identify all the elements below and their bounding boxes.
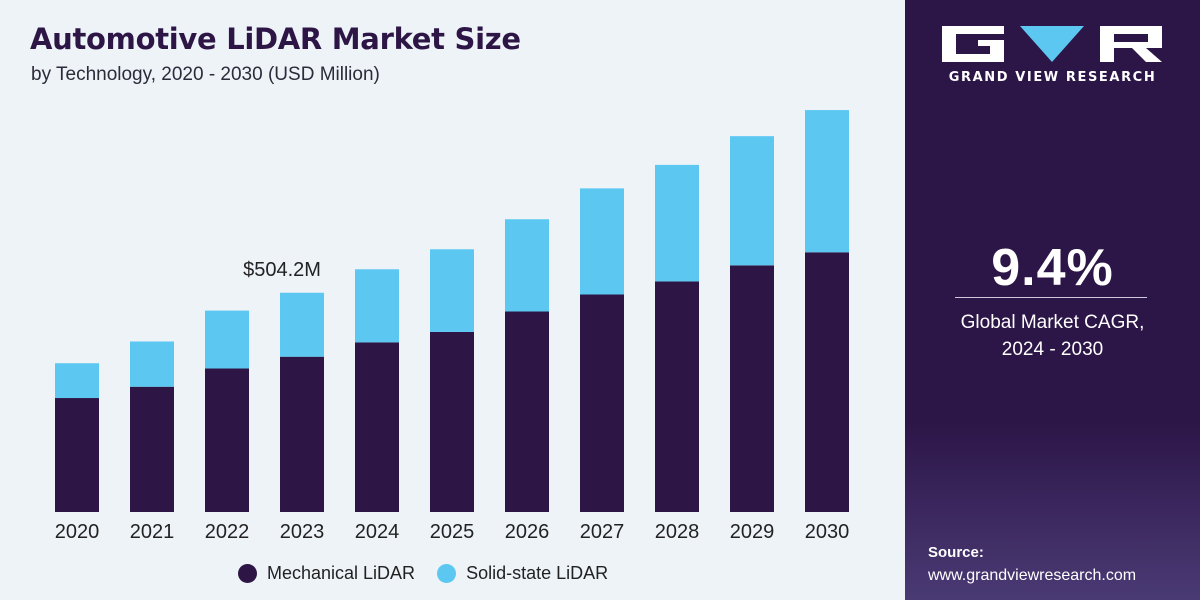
bar-mechanical-2029 (730, 265, 774, 512)
x-tick-label-2027: 2027 (580, 521, 625, 543)
legend-label-solid-state: Solid-state LiDAR (466, 563, 609, 583)
x-tick-label-2028: 2028 (655, 521, 700, 543)
x-tick-label-2023: 2023 (280, 521, 325, 543)
bar-solid-state-2029 (730, 136, 774, 266)
bar-solid-state-2024 (355, 269, 399, 343)
bar-mechanical-2022 (205, 368, 249, 512)
bar-mechanical-2021 (130, 386, 174, 512)
x-tick-label-2030: 2030 (805, 521, 850, 543)
chart-legend: Mechanical LiDAR Solid-state LiDAR (238, 563, 608, 584)
x-tick-label-2024: 2024 (355, 521, 400, 543)
x-tick-label-2020: 2020 (55, 521, 100, 543)
legend-swatch-solid-state (437, 564, 457, 583)
bar-solid-state-2028 (655, 164, 699, 282)
bar-solid-state-2026 (505, 219, 549, 312)
bar-mechanical-2020 (55, 398, 99, 512)
sidebar-panel: GRAND VIEW RESEARCH 9.4% Global Market C… (905, 0, 1200, 600)
data-label-2023: $504.2M (243, 259, 321, 281)
bar-mechanical-2024 (355, 342, 399, 512)
bar-solid-state-2020 (55, 363, 99, 399)
x-tick-label-2029: 2029 (730, 521, 775, 543)
gvr-logo-icon (942, 26, 1162, 62)
chart-title: Automotive LiDAR Market Size (30, 22, 521, 56)
chart-panel: Automotive LiDAR Market Size by Technolo… (30, 22, 850, 584)
bar-solid-state-2025 (430, 249, 474, 332)
source-link[interactable]: www.grandviewresearch.com (928, 567, 1137, 584)
x-tick-label-2022: 2022 (205, 521, 250, 543)
bar-mechanical-2030 (805, 252, 849, 512)
bar-solid-state-2027 (580, 188, 624, 295)
legend-item-mechanical: Mechanical LiDAR (238, 563, 415, 584)
cagr-value: 9.4% (991, 239, 1114, 297)
legend-item-solid-state: Solid-state LiDAR (437, 563, 608, 584)
cagr-divider (955, 297, 1147, 298)
brand-name: GRAND VIEW RESEARCH (948, 70, 1157, 85)
chart-subtitle: by Technology, 2020 - 2030 (USD Million) (31, 64, 380, 85)
x-tick-label-2026: 2026 (505, 521, 550, 543)
x-tick-label-2025: 2025 (430, 521, 475, 543)
cagr-label-line2: 2024 - 2030 (1001, 339, 1104, 360)
bar-mechanical-2023 (280, 356, 324, 512)
bar-mechanical-2028 (655, 281, 699, 512)
legend-swatch-mechanical (238, 564, 257, 583)
cagr-label: Global Market CAGR, 2024 - 2030 (905, 309, 1200, 363)
bar-solid-state-2021 (130, 341, 174, 387)
bar-mechanical-2027 (580, 294, 624, 512)
bar-solid-state-2023 (280, 292, 324, 357)
bar-solid-state-2022 (205, 310, 249, 369)
cagr-label-line1: Global Market CAGR, (960, 312, 1145, 333)
source-label: Source: (928, 544, 984, 561)
stacked-bar-chart: 2020 2021 2022 2023 $504.2M 2024 2025 2026 2027 2… (55, 110, 850, 543)
legend-label-mechanical: Mechanical LiDAR (267, 563, 416, 583)
bar-mechanical-2026 (505, 311, 549, 512)
bar-solid-state-2030 (805, 110, 849, 253)
bar-mechanical-2025 (430, 331, 474, 512)
x-tick-label-2021: 2021 (130, 521, 175, 543)
